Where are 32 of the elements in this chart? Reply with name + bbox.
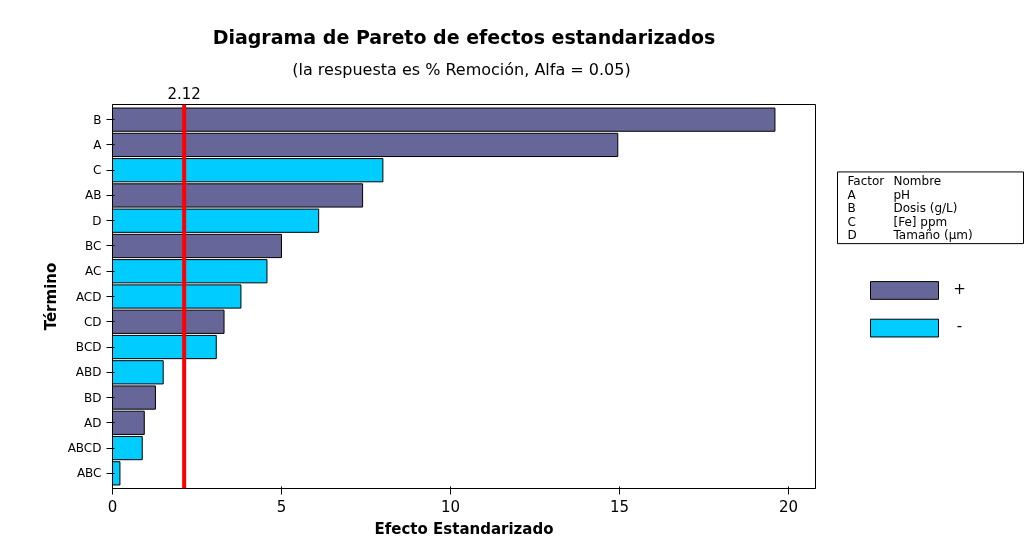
legend-label: +: [953, 279, 966, 298]
text: B Dosis (g/L): [847, 201, 958, 216]
ref-line-label: 2.12: [167, 84, 201, 103]
y-tick-label: ABC: [76, 466, 102, 481]
y-tick-label: BCD: [75, 340, 102, 355]
text: D Tamaño (µm): [847, 228, 973, 242]
x-tick-label: 15: [609, 497, 630, 516]
legend-label: -: [956, 317, 963, 336]
y-tick-label: BD: [84, 390, 102, 405]
text: A pH: [847, 187, 911, 202]
x-tick-label: 5: [276, 497, 287, 516]
chart-subtitle: (la respuesta es % Remoción, Alfa = 0.05): [292, 59, 631, 79]
y-tick-label: D: [92, 213, 102, 228]
x-axis-title: Efecto Estandarizado: [374, 519, 554, 538]
y-tick-label: ABD: [75, 365, 102, 380]
y-tick-label: AB: [85, 188, 102, 203]
text: Factor Nombre: [847, 174, 942, 189]
y-tick-label: AD: [84, 415, 102, 430]
x-tick-label: 0: [107, 497, 118, 516]
y-tick-label: A: [93, 137, 103, 152]
y-tick-label: C: [93, 163, 102, 178]
x-tick-label: 20: [778, 497, 799, 516]
text: C [Fe] ppm: [847, 214, 948, 229]
chart-title: Diagrama de Pareto de efectos estandarizados: [212, 25, 716, 48]
y-tick-label: B: [93, 112, 102, 127]
y-tick-label: BC: [85, 238, 102, 253]
y-tick-label: AC: [85, 264, 102, 279]
y-axis-title: Término: [41, 262, 60, 331]
y-tick-label: ACD: [75, 289, 102, 304]
y-tick-label: ABCD: [67, 441, 102, 456]
y-tick-label: CD: [83, 314, 102, 329]
x-tick-label: 10: [440, 497, 461, 516]
